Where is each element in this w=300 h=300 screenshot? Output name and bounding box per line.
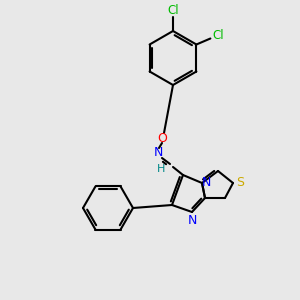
Text: N: N [201,176,211,190]
Text: O: O [157,131,167,145]
Text: N: N [187,214,197,226]
Text: Cl: Cl [167,4,179,16]
Text: Cl: Cl [213,29,224,42]
Text: S: S [236,176,244,190]
Text: H: H [157,164,165,174]
Text: N: N [153,146,163,160]
